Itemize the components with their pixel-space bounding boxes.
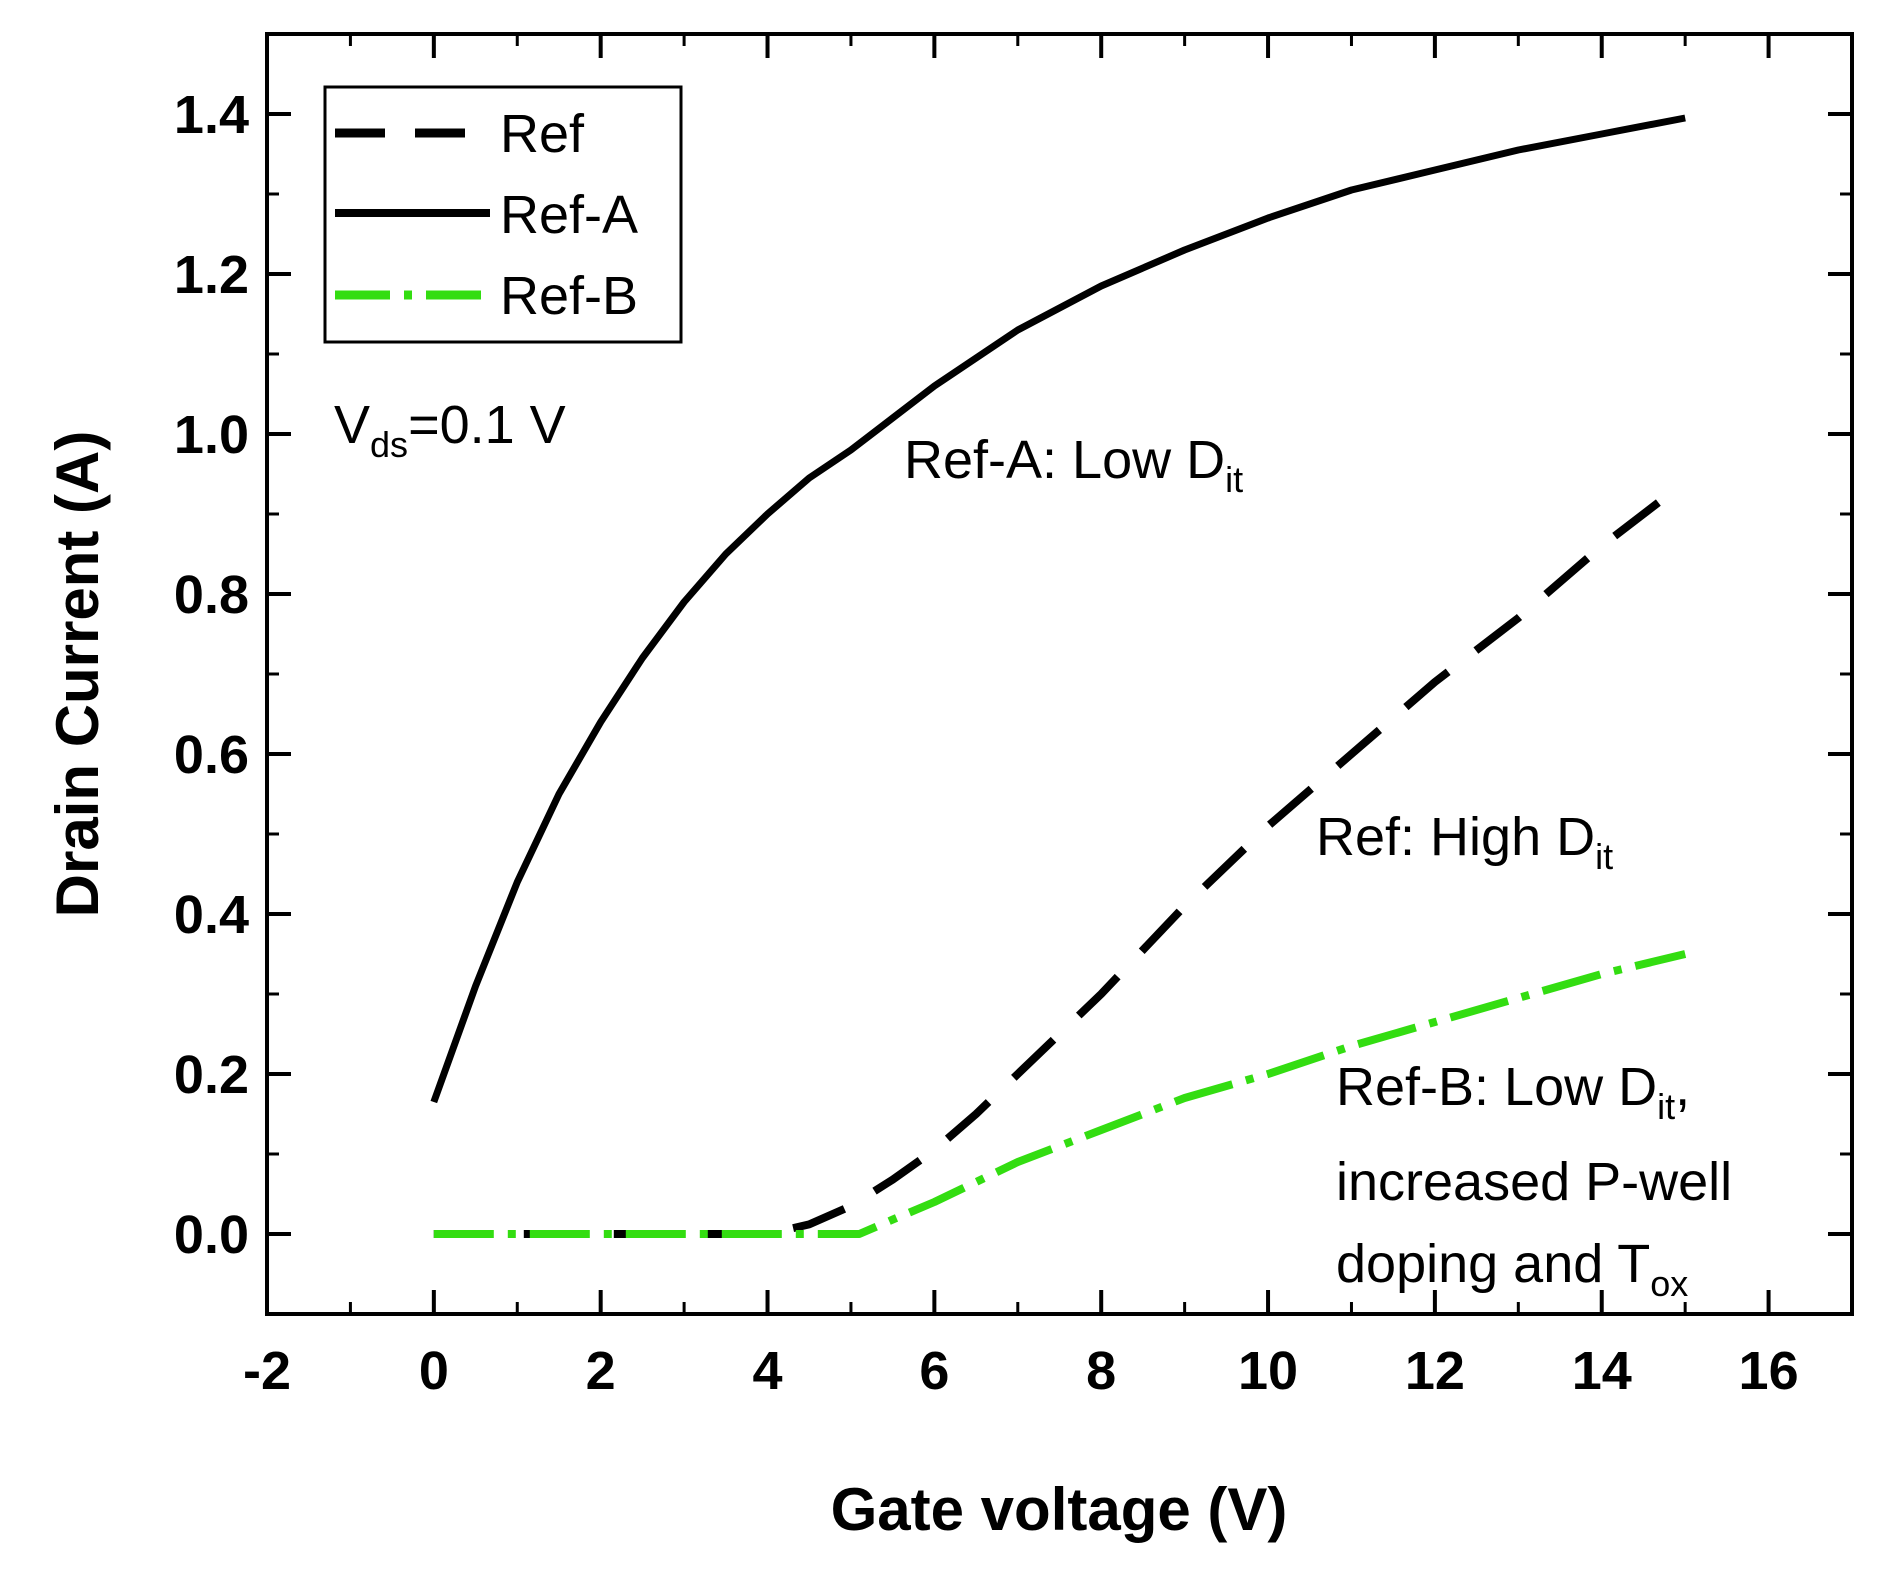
annotation-ref-b-line1: Ref-B: Low Dit, [1336,1057,1690,1127]
x-tick-label: 4 [753,1341,783,1401]
x-tick-label: 16 [1739,1341,1799,1401]
legend-label-ref-a: Ref-A [500,185,638,245]
x-tick-label: 6 [919,1341,949,1401]
x-tick-label: 0 [419,1341,449,1401]
y-tick-label: 0.6 [174,725,249,785]
legend-label-ref-b: Ref-B [500,266,638,326]
y-axis-title: Drain Current (A) [44,431,111,918]
annotation-ref: Ref: High Dit [1316,807,1613,877]
series-line-ref-b [433,950,1687,1238]
legend-label-ref: Ref [500,104,585,164]
annotation-ref-b-line2: increased P-well [1336,1152,1732,1212]
annotation-ref-a: Ref-A: Low Dit [904,430,1243,500]
annotation-ref-b-line3: doping and Tox [1336,1234,1688,1304]
x-tick-label: 14 [1572,1341,1632,1401]
x-axis-title: Gate voltage (V) [831,1476,1288,1543]
y-tick-label: 1.2 [174,245,249,305]
x-tick-label: -2 [243,1341,291,1401]
y-tick-label: 1.4 [174,85,249,145]
y-tick-label: 0.4 [174,885,249,945]
x-tick-label: 10 [1238,1341,1298,1401]
x-tick-label: 12 [1405,1341,1465,1401]
y-tick-label: 0.2 [174,1045,249,1105]
legend: Ref Ref-A Ref-B [323,85,683,344]
x-tick-label: 2 [586,1341,616,1401]
y-tick-label: 0.0 [174,1205,249,1265]
y-tick-label: 0.8 [174,565,249,625]
annotation-vds: Vds=0.1 V [334,395,566,465]
x-tick-label: 8 [1086,1341,1116,1401]
y-tick-label: 1.0 [174,405,249,465]
series-line-ref [433,478,1688,1238]
series-line-ref-a [430,114,1686,1104]
